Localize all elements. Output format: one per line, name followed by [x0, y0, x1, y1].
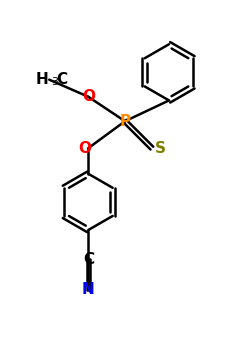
Text: 3: 3 — [51, 77, 58, 87]
Text: C: C — [83, 252, 94, 267]
Text: N: N — [82, 282, 95, 298]
Text: P: P — [120, 114, 130, 129]
Text: O: O — [78, 141, 91, 156]
Text: S: S — [155, 141, 166, 156]
Text: O: O — [82, 89, 95, 104]
Text: C: C — [56, 72, 67, 87]
Text: H: H — [35, 72, 48, 87]
